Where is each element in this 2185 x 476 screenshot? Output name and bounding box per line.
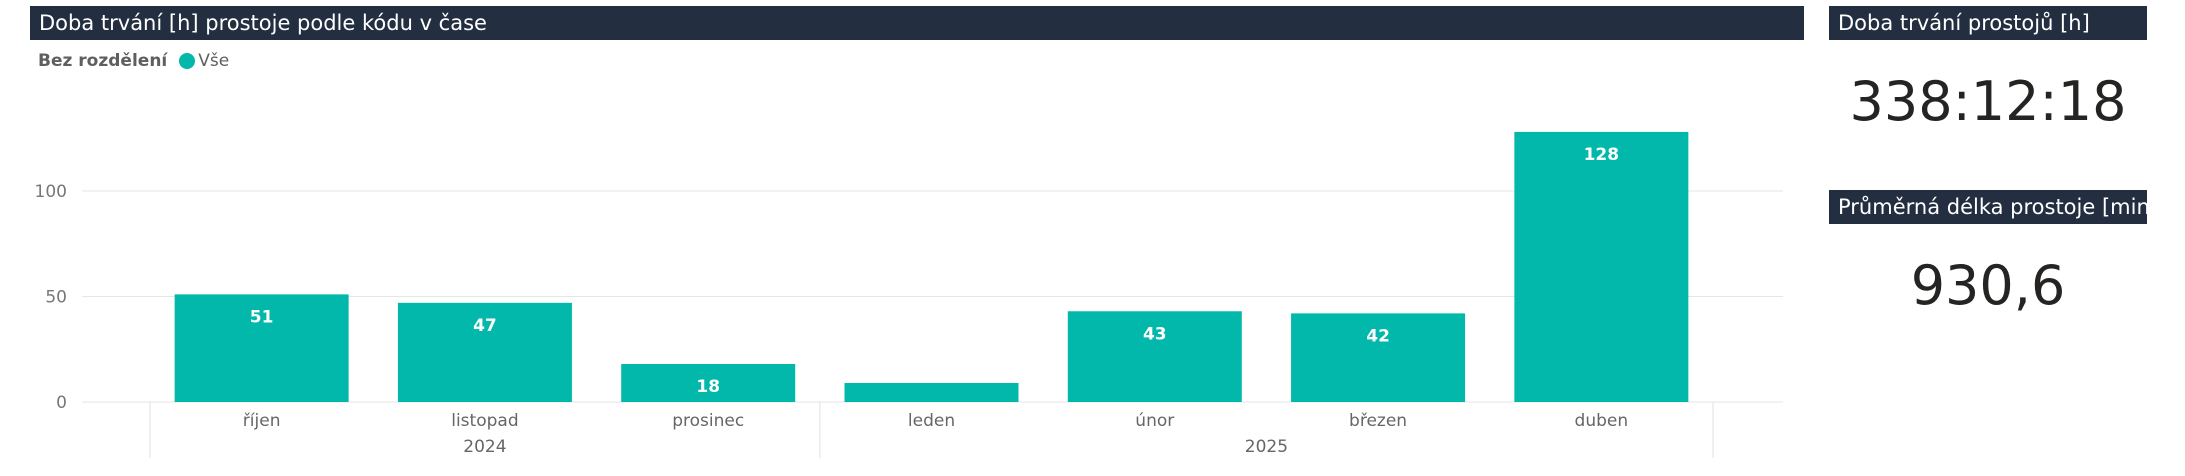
card-title-average-length: Průměrná délka prostoje [min] — [1829, 190, 2147, 224]
legend: Bez rozdělení Vše — [38, 51, 229, 71]
kpi-total-duration-value: 338:12:18 — [1849, 70, 2127, 133]
bar-listopad — [397, 302, 572, 402]
legend-title: Bez rozdělení — [38, 51, 168, 71]
data-label: 51 — [250, 307, 274, 327]
x-tick-label: prosinec — [672, 411, 744, 431]
bar-únor — [1067, 311, 1242, 402]
data-label: 128 — [1584, 145, 1620, 165]
y-tick-label: 0 — [56, 393, 67, 413]
x-tick-label: duben — [1575, 411, 1629, 431]
x-group-label: 2025 — [1245, 437, 1288, 457]
data-label: 42 — [1366, 326, 1390, 346]
y-tick-label: 50 — [45, 288, 67, 308]
bar-říjen — [174, 294, 349, 402]
legend-item-label[interactable]: Vše — [198, 51, 230, 71]
kpi-average-length-value: 930,6 — [1910, 254, 2066, 317]
x-group-label: 2024 — [463, 437, 506, 457]
data-label: 43 — [1143, 324, 1167, 344]
chart-title: Doba trvání [h] prostoje podle kódu v ča… — [30, 6, 1804, 40]
data-label: 47 — [473, 316, 497, 336]
bar-prosinec — [621, 364, 796, 402]
x-tick-label: říjen — [243, 411, 281, 431]
x-tick-label: leden — [908, 411, 955, 431]
x-tick-label: únor — [1135, 411, 1174, 431]
y-tick-label: 100 — [35, 182, 67, 202]
bar-duben — [1514, 131, 1689, 403]
legend-color-dot — [179, 53, 196, 69]
bar-leden — [844, 383, 1019, 402]
x-tick-label: březen — [1349, 411, 1407, 431]
data-label: 18 — [696, 377, 720, 397]
bar-březen — [1291, 313, 1466, 402]
x-tick-label: listopad — [451, 411, 518, 431]
bar-chart: 0 50 100 51 říjen 47 listopad 18 prosinec leden 43… — [35, 131, 1783, 458]
card-title-total-duration: Doba trvání prostojů [h] — [1829, 6, 2147, 40]
